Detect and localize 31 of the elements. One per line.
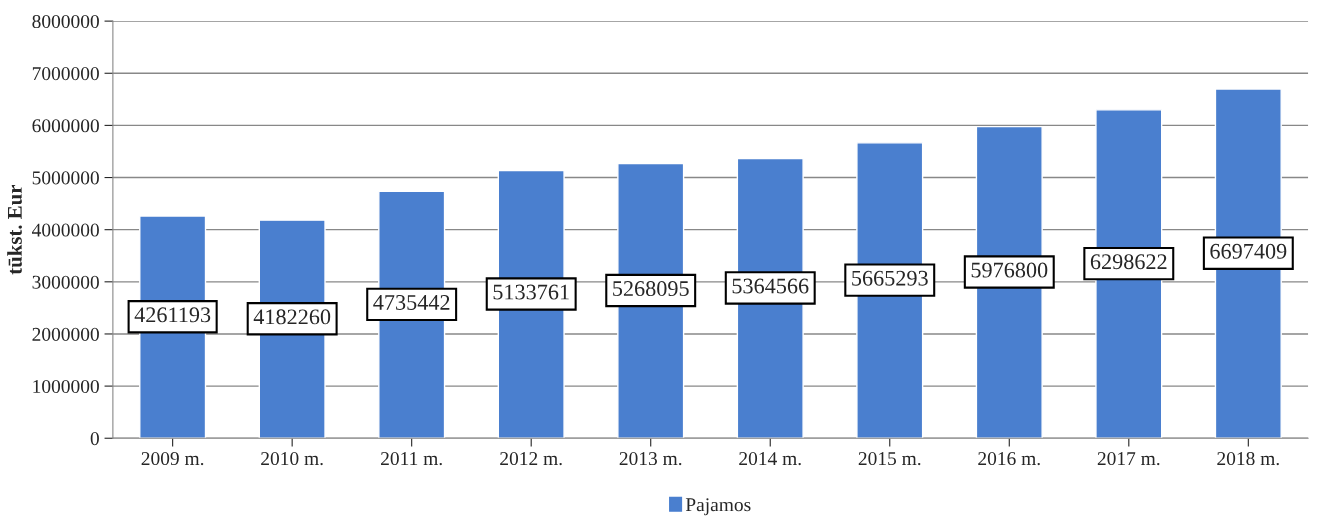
- data-label: 6298622: [1090, 254, 1167, 270]
- x-tick-label: 2014 m.: [739, 452, 801, 466]
- y-tick-label: 2000000: [32, 327, 99, 341]
- y-tick-label: 4000000: [32, 223, 99, 237]
- data-label: 4182260: [253, 309, 331, 325]
- data-label: 5268095: [613, 281, 689, 297]
- x-tick-label: 2015 m.: [858, 452, 921, 466]
- y-tick-label: 0: [90, 432, 99, 446]
- y-tick-label: 6000000: [32, 119, 99, 133]
- y-tick-label: 5000000: [32, 171, 99, 185]
- y-tick-label: 3000000: [32, 275, 99, 289]
- data-label: 4735442: [373, 294, 450, 310]
- data-label: 5665293: [852, 270, 928, 286]
- data-label: 5364566: [732, 278, 809, 294]
- y-tick-label: 8000000: [32, 14, 99, 29]
- y-tick-label: 7000000: [32, 67, 99, 81]
- legend-label: Pajamos: [685, 498, 751, 516]
- x-tick-label: 2013 m.: [619, 452, 682, 466]
- x-tick-label: 2009 m.: [141, 452, 204, 466]
- y-axis-title: tūkst. Eur: [7, 184, 22, 275]
- x-tick-label: 2012 m.: [500, 452, 562, 466]
- data-label: 5976800: [971, 262, 1048, 278]
- x-tick-label: 2011 m.: [381, 452, 442, 466]
- x-tick-label: 2010 m.: [261, 452, 323, 466]
- x-tick-label: 2017 m.: [1097, 452, 1160, 466]
- x-tick-label: 2018 m.: [1217, 452, 1279, 466]
- x-tick-label: 2016 m.: [978, 452, 1040, 466]
- data-label: 6697409: [1210, 243, 1287, 259]
- y-tick-label: 1000000: [33, 379, 99, 394]
- data-label: 5133761: [493, 284, 569, 300]
- data-label: 4261193: [134, 307, 211, 323]
